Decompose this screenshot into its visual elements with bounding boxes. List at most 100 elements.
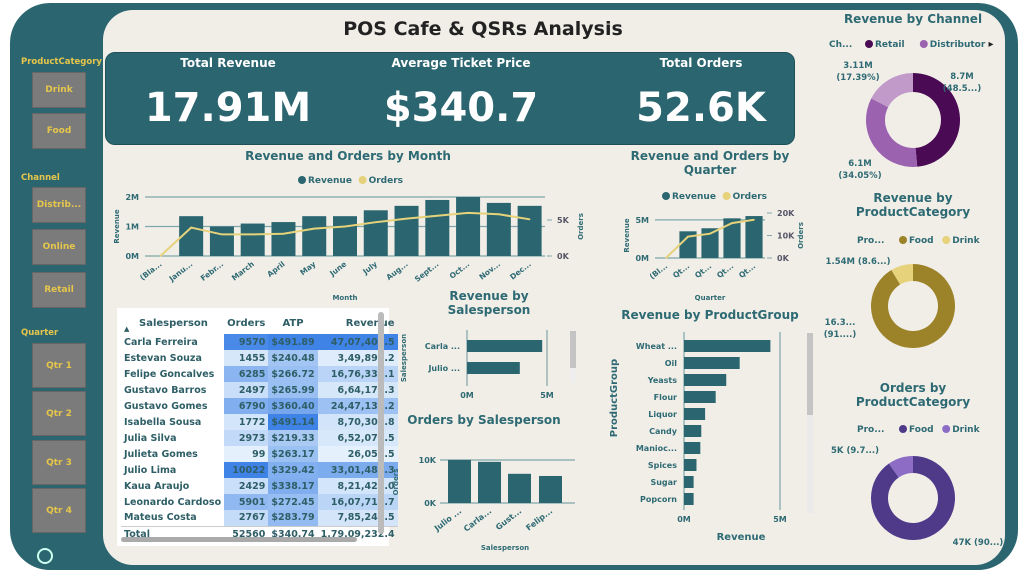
orders-point[interactable] (709, 232, 711, 235)
table-row[interactable]: Julio Lima 10022 $329.42 33,01,482.3 (121, 462, 398, 478)
column-header-salesperson[interactable]: ▲ Salesperson (124, 317, 208, 334)
revenue-bar[interactable] (684, 391, 716, 403)
orders-point[interactable] (190, 226, 192, 229)
orders-point[interactable] (467, 212, 469, 214)
slicer-button-qtr-4[interactable]: Qtr 4 (32, 488, 86, 533)
slicer-button-qtr-3[interactable]: Qtr 3 (32, 440, 86, 485)
revenue-bar[interactable] (517, 205, 542, 256)
slicer-button-drink[interactable]: Drink (32, 72, 86, 108)
cell-orders: 1455 (224, 350, 269, 366)
revenue-bar[interactable] (684, 459, 697, 471)
revenue-bar[interactable] (467, 340, 543, 352)
orders-point[interactable] (251, 233, 254, 236)
orders-point[interactable] (374, 221, 377, 223)
revenue-bar[interactable] (302, 216, 327, 256)
revenue-bar[interactable] (333, 216, 357, 256)
revenue-bar[interactable] (684, 357, 740, 369)
revenue-bar[interactable] (723, 218, 741, 258)
donut-slice-distributor[interactable] (866, 98, 918, 167)
revenue-bar[interactable] (684, 340, 771, 352)
revenue-bar[interactable] (240, 223, 265, 256)
revenue-bar[interactable] (456, 197, 481, 256)
donut-slice-food[interactable] (871, 264, 955, 349)
scrollbar-thumb[interactable] (807, 333, 813, 415)
cell-orders: 1772 (224, 414, 269, 430)
donut-slice-online[interactable] (871, 73, 913, 108)
cell-salesperson: Julio Lima (124, 464, 177, 476)
orders-point[interactable] (282, 232, 285, 235)
table-row[interactable]: Julia Silva 2973 $219.33 6,52,072.5 (121, 430, 398, 446)
orders-point[interactable] (753, 218, 755, 221)
column-header-atp[interactable]: ATP (282, 317, 304, 329)
y2-tick-label: 0K (557, 252, 570, 261)
column-header-orders[interactable]: Orders (227, 317, 266, 329)
orders-point[interactable] (436, 214, 439, 217)
slicer-button-distrib-[interactable]: Distrib... (32, 187, 86, 223)
orders-bar[interactable] (539, 475, 562, 503)
x-tick-label: Julio ... (432, 506, 463, 533)
table-row[interactable]: Isabella Sousa 1772 $491.14 8,70,301.8 (121, 414, 398, 430)
orders-point[interactable] (665, 257, 667, 259)
cell-atp: $263.17 (268, 446, 318, 462)
revenue-bar[interactable] (209, 226, 234, 257)
orders-point[interactable] (731, 222, 733, 224)
revenue-bar[interactable] (271, 222, 296, 256)
slicer-button-online[interactable]: Online (32, 229, 86, 265)
revenue-bar[interactable] (684, 442, 701, 454)
cell-orders: 5901 (224, 494, 269, 510)
orders-point[interactable] (528, 218, 531, 221)
table-row[interactable]: Julieta Gomes 99 $263.17 26,053.5 (121, 446, 398, 462)
orders-point[interactable] (313, 227, 316, 230)
column-header-revenue[interactable]: Revenue (345, 317, 395, 329)
slicer-button-qtr-1[interactable]: Qtr 1 (32, 343, 86, 388)
orders-point[interactable] (221, 233, 223, 236)
orders-point[interactable] (344, 225, 346, 228)
x-tick-label: March (230, 259, 256, 282)
orders-bar[interactable] (508, 473, 531, 503)
scrollbar-track[interactable] (807, 333, 813, 513)
revenue-bar[interactable] (486, 202, 511, 256)
table-row[interactable]: Gustavo Barros 2497 $265.99 6,64,172.3 (121, 382, 398, 398)
revenue-bar[interactable] (684, 476, 694, 488)
salesperson-table[interactable]: ▲ Salesperson Orders ATP Revenue Carla Fe… (117, 308, 398, 546)
cell-salesperson: Mateus Costa (124, 512, 197, 524)
table-row[interactable]: Gustavo Gomes 6790 $360.40 24,47,136.2 (121, 398, 398, 414)
revenue-bar[interactable] (701, 228, 719, 258)
table-row[interactable]: Felipe Goncalves 6285 $266.72 16,76,337.1 (121, 366, 398, 382)
kpi-total-revenue-value: 17.91M (144, 85, 312, 131)
table-row[interactable]: Estevan Souza 1455 $240.48 3,49,897.2 (121, 350, 398, 366)
revenue-bar[interactable] (684, 425, 702, 437)
orders-bar[interactable] (478, 461, 501, 503)
revenue-bar[interactable] (679, 231, 697, 258)
slicer-button-qtr-2[interactable]: Qtr 2 (32, 391, 86, 436)
donut-slice-drink[interactable] (891, 264, 913, 285)
donut-slice-food[interactable] (870, 456, 955, 540)
cell-atp: $491.14 (268, 414, 318, 430)
revenue-bar[interactable] (684, 374, 727, 386)
revenue-bar[interactable] (684, 408, 706, 420)
data-label: 47K (90...) (953, 538, 1004, 548)
revenue-bar[interactable] (467, 362, 520, 374)
table-horizontal-scrollbar[interactable] (121, 537, 357, 542)
slicer-button-food[interactable]: Food (32, 113, 86, 149)
scrollbar-thumb[interactable] (570, 331, 576, 368)
table-row[interactable]: Leonardo Cardoso 5901 $272.45 16,07,711.7 (121, 494, 398, 510)
slicer-button-retail[interactable]: Retail (32, 272, 86, 308)
revenue-bar[interactable] (394, 205, 419, 256)
revenue-bar[interactable] (425, 199, 450, 256)
table-row[interactable]: Kaua Araujo 2429 $338.17 8,21,424.0 (121, 478, 398, 494)
revenue-bar[interactable] (363, 210, 388, 256)
revenue-bar[interactable] (684, 493, 694, 505)
y2-tick-label: 0K (777, 254, 790, 263)
orders-point[interactable] (687, 235, 689, 238)
table-vertical-scrollbar[interactable] (378, 312, 384, 534)
revenue-bar[interactable] (745, 216, 763, 258)
table-row[interactable]: Mateus Costa 2767 $283.79 7,85,240.5 (121, 510, 398, 526)
orders-point[interactable] (498, 213, 500, 216)
orders-bar[interactable] (448, 459, 471, 503)
orders-point[interactable] (159, 255, 162, 257)
donut-slice-drink[interactable] (888, 456, 913, 478)
table-row[interactable]: Carla Ferreira 9570 $491.89 47,07,402.5 (121, 334, 398, 350)
donut-slice-retail[interactable] (913, 73, 960, 167)
orders-point[interactable] (405, 217, 408, 220)
